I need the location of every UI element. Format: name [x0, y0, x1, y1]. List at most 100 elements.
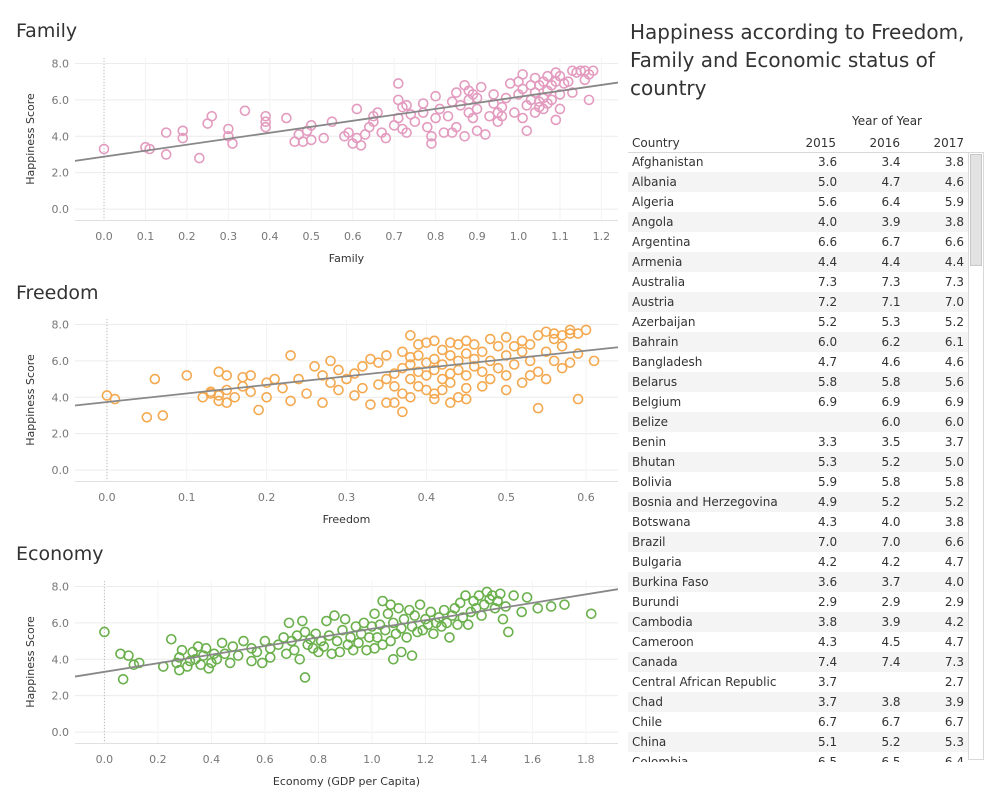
- data-point[interactable]: [451, 121, 462, 133]
- data-point[interactable]: [409, 116, 421, 128]
- data-point[interactable]: [357, 382, 368, 394]
- data-point[interactable]: [128, 659, 140, 671]
- data-point[interactable]: [385, 635, 396, 647]
- data-point[interactable]: [301, 388, 312, 399]
- data-point[interactable]: [339, 613, 351, 625]
- data-point[interactable]: [495, 588, 506, 600]
- data-point[interactable]: [177, 132, 189, 144]
- data-point[interactable]: [333, 364, 344, 376]
- data-point[interactable]: [379, 624, 391, 636]
- data-point[interactable]: [294, 653, 305, 665]
- data-point[interactable]: [444, 632, 455, 643]
- data-point[interactable]: [405, 391, 416, 403]
- data-point[interactable]: [412, 626, 423, 638]
- data-point[interactable]: [347, 644, 359, 656]
- data-point[interactable]: [331, 635, 343, 647]
- data-point[interactable]: [409, 610, 421, 621]
- data-point[interactable]: [559, 599, 570, 610]
- data-point[interactable]: [496, 101, 508, 113]
- data-point[interactable]: [317, 370, 328, 381]
- data-point[interactable]: [381, 373, 392, 385]
- data-point[interactable]: [321, 615, 332, 627]
- data-point[interactable]: [397, 346, 408, 358]
- data-point[interactable]: [182, 661, 193, 672]
- data-point[interactable]: [221, 370, 233, 381]
- data-point[interactable]: [452, 355, 464, 367]
- data-point[interactable]: [109, 393, 121, 405]
- data-point[interactable]: [203, 663, 215, 674]
- data-point[interactable]: [509, 107, 520, 118]
- data-point[interactable]: [342, 639, 354, 651]
- data-point[interactable]: [550, 114, 562, 126]
- data-point[interactable]: [341, 373, 352, 385]
- data-point[interactable]: [430, 112, 441, 124]
- data-point[interactable]: [532, 603, 544, 614]
- data-point[interactable]: [117, 673, 129, 685]
- data-point[interactable]: [393, 78, 404, 89]
- trend-line[interactable]: [74, 588, 619, 678]
- data-point[interactable]: [299, 672, 311, 683]
- data-point[interactable]: [184, 655, 196, 667]
- data-point[interactable]: [554, 89, 566, 100]
- data-point[interactable]: [500, 384, 512, 396]
- data-point[interactable]: [414, 599, 426, 610]
- data-point[interactable]: [476, 366, 488, 378]
- data-point[interactable]: [546, 94, 557, 106]
- data-point[interactable]: [425, 606, 437, 618]
- data-point[interactable]: [516, 346, 528, 358]
- data-point[interactable]: [380, 132, 392, 144]
- data-point[interactable]: [460, 382, 472, 394]
- data-point[interactable]: [289, 644, 300, 656]
- data-point[interactable]: [318, 132, 330, 144]
- data-point[interactable]: [421, 370, 432, 381]
- data-point[interactable]: [460, 370, 472, 381]
- data-point[interactable]: [426, 138, 437, 149]
- data-point[interactable]: [177, 125, 189, 137]
- data-point[interactable]: [206, 657, 217, 669]
- data-point[interactable]: [206, 110, 218, 122]
- data-point[interactable]: [468, 353, 480, 365]
- data-point[interactable]: [441, 617, 453, 629]
- data-point[interactable]: [213, 390, 225, 401]
- data-point[interactable]: [374, 619, 386, 630]
- data-point[interactable]: [492, 362, 504, 374]
- data-point[interactable]: [397, 406, 408, 418]
- data-point[interactable]: [229, 391, 241, 403]
- data-point[interactable]: [588, 355, 600, 367]
- data-point[interactable]: [449, 603, 461, 614]
- data-point[interactable]: [261, 391, 272, 403]
- data-point[interactable]: [454, 597, 466, 609]
- data-point[interactable]: [503, 626, 514, 638]
- data-point[interactable]: [246, 655, 257, 667]
- data-point[interactable]: [305, 134, 317, 146]
- data-point[interactable]: [521, 592, 533, 603]
- data-point[interactable]: [476, 346, 488, 358]
- data-point[interactable]: [351, 103, 363, 115]
- data-point[interactable]: [389, 397, 400, 409]
- data-point[interactable]: [545, 601, 557, 612]
- data-point[interactable]: [475, 81, 487, 93]
- data-point[interactable]: [245, 370, 256, 381]
- data-point[interactable]: [497, 613, 509, 625]
- data-point[interactable]: [481, 586, 493, 598]
- data-point[interactable]: [401, 632, 412, 643]
- data-point[interactable]: [417, 98, 429, 109]
- data-point[interactable]: [567, 87, 578, 98]
- data-point[interactable]: [313, 646, 324, 658]
- data-point[interactable]: [165, 633, 177, 645]
- data-point[interactable]: [572, 393, 584, 405]
- data-point[interactable]: [459, 130, 470, 142]
- data-point[interactable]: [517, 112, 528, 124]
- data-point[interactable]: [357, 361, 368, 372]
- data-point[interactable]: [325, 355, 336, 367]
- data-point[interactable]: [429, 335, 440, 347]
- data-point[interactable]: [437, 359, 448, 370]
- data-point[interactable]: [381, 397, 392, 409]
- data-point[interactable]: [488, 89, 499, 100]
- data-point[interactable]: [239, 105, 251, 117]
- data-point[interactable]: [426, 130, 437, 142]
- data-point[interactable]: [554, 103, 566, 115]
- data-point[interactable]: [572, 348, 584, 359]
- data-point[interactable]: [227, 138, 238, 149]
- data-point[interactable]: [417, 624, 429, 636]
